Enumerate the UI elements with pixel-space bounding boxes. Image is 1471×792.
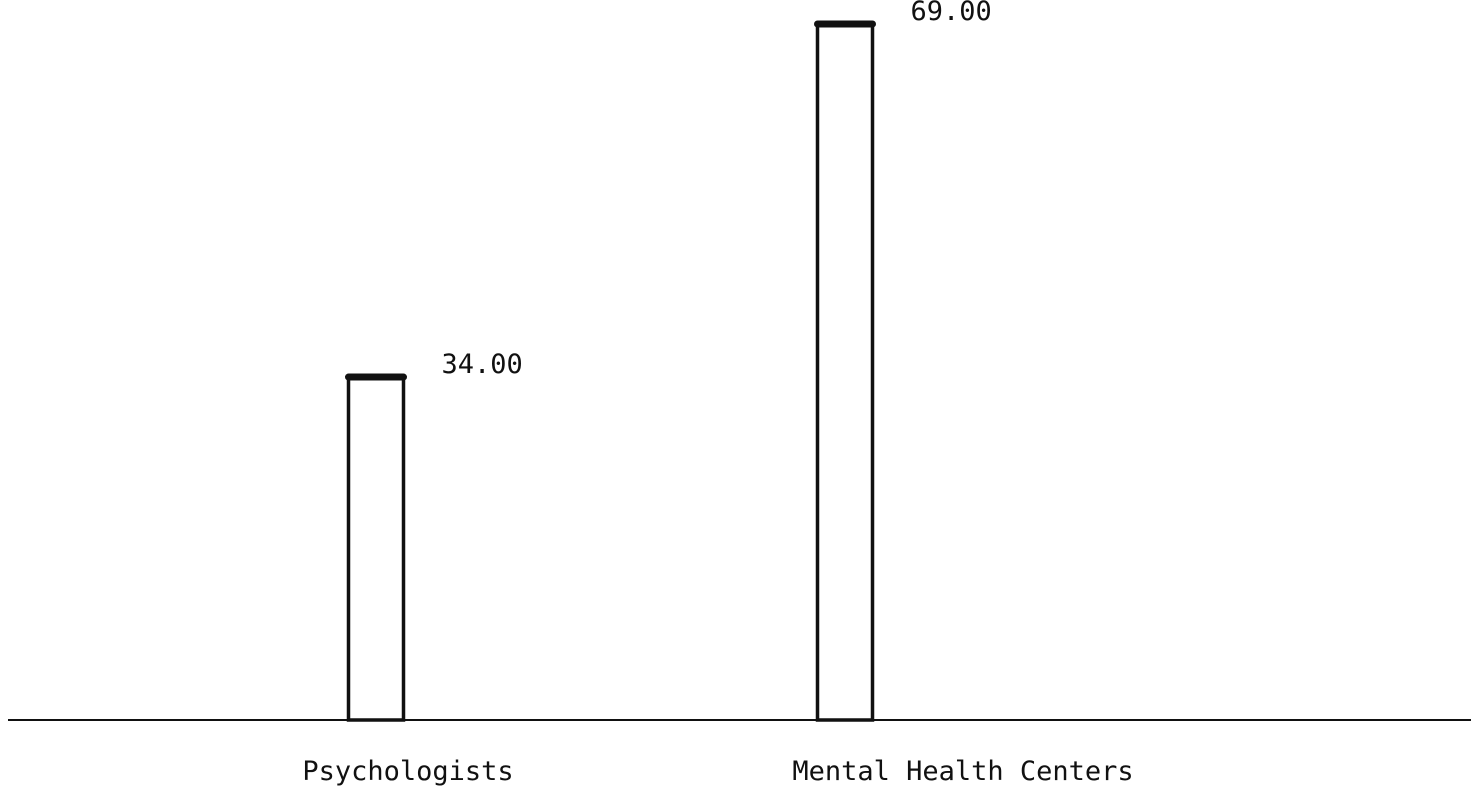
value-label-1: 69.00 xyxy=(911,0,992,27)
category-label-1: Mental Health Centers xyxy=(792,756,1133,787)
bar-1 xyxy=(815,22,875,722)
value-label-0: 34.00 xyxy=(442,349,523,380)
category-label-0: Psychologists xyxy=(302,756,513,787)
bars-group: 34.00 Psychologists 69.00 Mental Health Cen… xyxy=(302,0,1133,787)
bar-0 xyxy=(346,375,406,722)
